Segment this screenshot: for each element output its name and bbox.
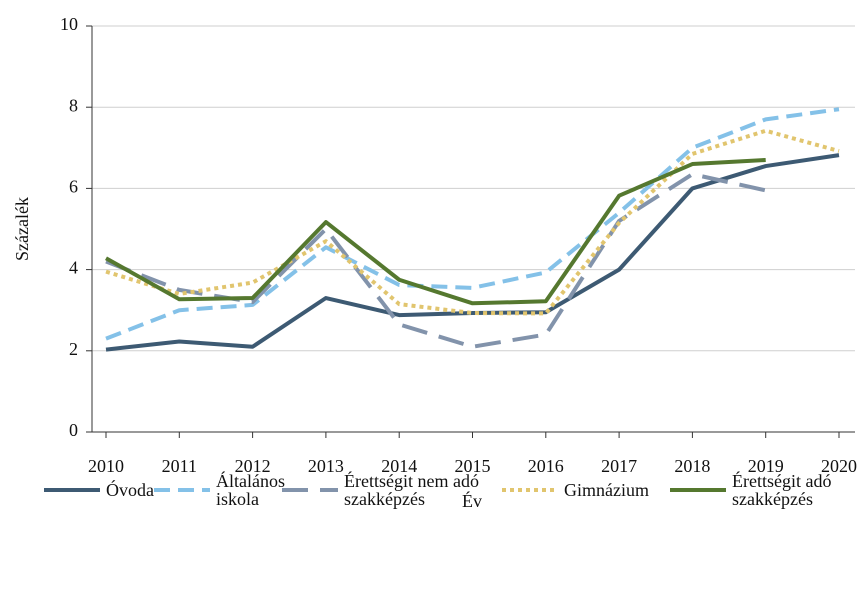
legend-item: Óvoda [44, 470, 166, 510]
x-tick-label: 2019 [748, 456, 784, 476]
legend-item: Általános iskola [154, 470, 288, 510]
y-tick-label: 4 [69, 258, 78, 278]
series-line [105, 128, 840, 316]
y-tick-label: 2 [69, 339, 78, 359]
legend-item: Érettségit adó szakképzés [670, 470, 866, 510]
x-tick-label: 2010 [88, 456, 124, 476]
y-axis-label: Százalék [12, 197, 32, 261]
y-tick-label: 0 [69, 420, 78, 440]
legend-label: Általános iskola [216, 471, 285, 509]
series-line [105, 157, 766, 306]
legend-label: Óvoda [106, 480, 154, 500]
legend-swatch [44, 488, 100, 492]
series-line [105, 107, 840, 341]
x-tick-label: 2018 [674, 456, 710, 476]
legend-swatch [670, 488, 726, 492]
legend-swatch [282, 488, 338, 492]
legend-swatch [154, 488, 210, 492]
legend-swatch [502, 488, 558, 492]
x-tick-label: 2012 [235, 456, 271, 476]
y-tick-label: 10 [60, 14, 78, 34]
y-tick-label: 6 [69, 177, 78, 197]
y-tick-label: 8 [69, 95, 78, 115]
x-axis-label: Év [462, 490, 482, 511]
legend-label: Érettségit adó szakképzés [732, 471, 832, 509]
series-line [105, 172, 767, 349]
legend-item: Érettségit nem adó szakképzés [282, 470, 504, 510]
series-line [105, 153, 840, 352]
x-tick-label: 2015 [455, 456, 491, 476]
x-tick-label: 2011 [162, 456, 197, 476]
x-tick-label: 2016 [528, 456, 564, 476]
x-tick-label: 2020 [821, 456, 857, 476]
x-tick-label: 2014 [381, 456, 417, 476]
x-tick-label: 2017 [601, 456, 637, 476]
x-tick-label: 2013 [308, 456, 344, 476]
legend-label: Érettségit nem adó szakképzés [344, 471, 479, 509]
legend-label: Gimnázium [564, 480, 649, 500]
legend-item: Gimnázium [502, 470, 674, 510]
